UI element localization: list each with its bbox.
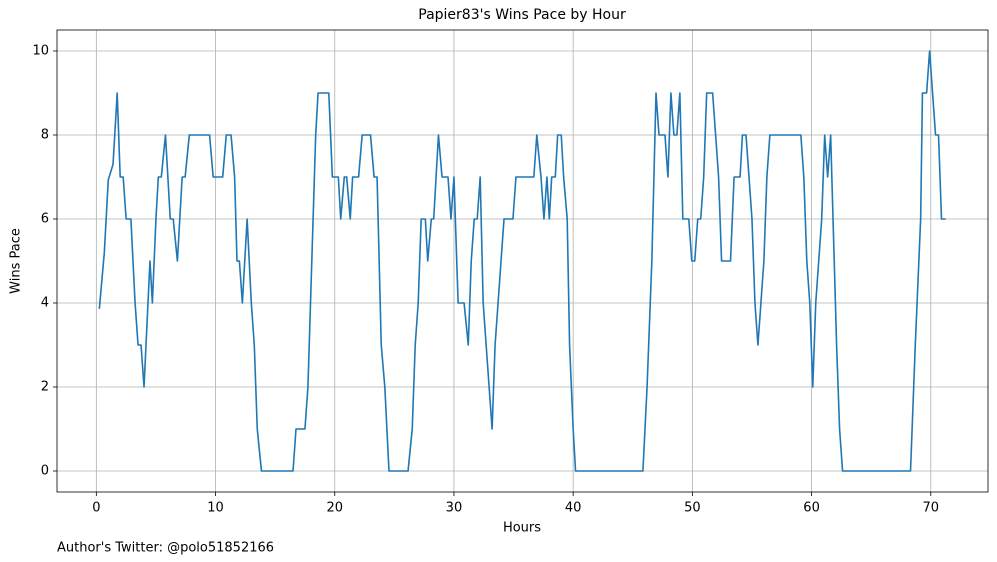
y-tick-label: 6	[41, 212, 49, 227]
x-tick-label: 70	[923, 501, 940, 516]
chart-title: Papier83's Wins Pace by Hour	[418, 7, 626, 23]
x-tick-label: 10	[207, 501, 224, 516]
y-tick-label: 8	[41, 128, 49, 143]
y-tick-label: 10	[32, 44, 49, 59]
plot-frame	[56, 29, 989, 493]
x-axis-label: Hours	[503, 521, 541, 536]
x-tick-label: 60	[803, 501, 820, 516]
x-tick-label: 0	[92, 501, 100, 516]
x-tick-label: 40	[565, 501, 582, 516]
x-tick-label: 30	[446, 501, 463, 516]
y-tick-label: 2	[41, 380, 49, 395]
data-line	[98, 50, 946, 472]
x-tick-label: 20	[326, 501, 343, 516]
y-tick-label: 0	[41, 464, 49, 479]
y-tick-label: 4	[41, 296, 49, 311]
footer: Author's Twitter: @polo51852166	[57, 541, 274, 556]
y-axis-label: Wins Pace	[9, 228, 24, 294]
x-tick-label: 50	[684, 501, 701, 516]
